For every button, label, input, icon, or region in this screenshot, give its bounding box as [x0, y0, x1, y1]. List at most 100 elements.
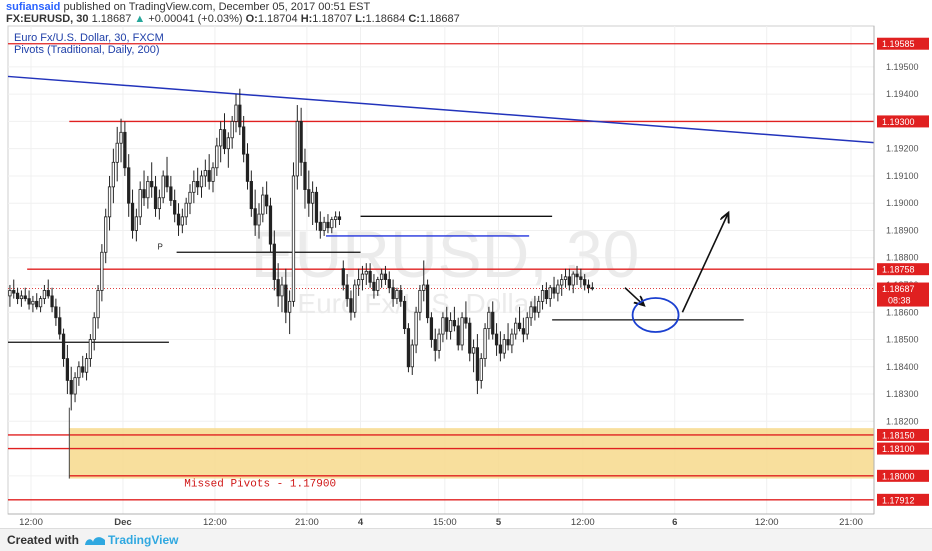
candle-body — [502, 339, 506, 354]
candle-body — [337, 216, 342, 220]
candle-body — [119, 131, 123, 144]
candle-body — [134, 216, 138, 231]
candle-body — [456, 325, 460, 346]
candle-body — [479, 358, 483, 381]
candle-body — [157, 197, 161, 210]
candle-body — [58, 317, 62, 335]
price-tick-label: 1.19400 — [886, 89, 919, 99]
candle-body — [326, 221, 330, 229]
candle-body — [437, 333, 441, 351]
time-tick-label: Dec — [114, 517, 131, 528]
candle-body — [184, 202, 188, 218]
candle-body — [104, 216, 108, 253]
candle-body — [115, 142, 119, 163]
candle-body — [146, 180, 150, 199]
open-label: O: — [245, 13, 258, 25]
candle-body — [46, 290, 50, 297]
tradingview-brand[interactable]: TradingView — [108, 533, 179, 547]
candle-body — [242, 126, 246, 155]
candle-body — [491, 311, 495, 335]
price-tick-label: 1.19200 — [886, 144, 919, 154]
candle-body — [314, 191, 319, 223]
candle-body — [8, 290, 12, 297]
candle-body — [406, 328, 411, 368]
up-arrow-icon: ▲ — [134, 13, 146, 25]
candle-body — [307, 189, 311, 204]
level-tag-label: 1.18100 — [882, 444, 915, 454]
candle-body — [544, 290, 549, 300]
candle-body — [425, 284, 430, 319]
candle-body — [560, 279, 564, 286]
candle-body — [540, 290, 545, 302]
candle-body — [215, 145, 219, 169]
candle-body — [15, 292, 20, 300]
level-tag-label: 1.18150 — [882, 430, 915, 440]
time-tick-label: 6 — [672, 517, 677, 528]
missed-pivots-label: Missed Pivots - 1.17900 — [184, 479, 336, 491]
candle-body — [61, 333, 66, 360]
level-tag-label: 1.18758 — [882, 265, 915, 275]
candle-body — [96, 290, 100, 319]
candle-body — [368, 270, 372, 283]
candle-body — [192, 180, 196, 193]
level-price-tag — [877, 115, 929, 128]
candle-body — [387, 279, 391, 289]
chart-grid — [7, 25, 875, 515]
candle-body — [464, 317, 468, 324]
candle-body — [514, 322, 518, 335]
level-price-tag — [877, 263, 929, 276]
candle-body — [265, 194, 269, 207]
time-axis[interactable]: 12:00 Dec 12:00 21:00 4 15:00 5 12:00 6 12:00 21:0… — [8, 513, 874, 528]
level-price-tag — [877, 493, 929, 506]
candle-body — [510, 333, 514, 346]
candle-body — [31, 300, 35, 305]
candle-body — [372, 281, 376, 291]
author-link[interactable]: sufiansaid — [6, 1, 61, 13]
candle-body — [563, 276, 568, 280]
candle-body — [253, 208, 257, 226]
time-tick-label: 21:00 — [295, 517, 319, 528]
candle-body — [249, 180, 253, 210]
candle-body — [127, 167, 131, 204]
legend-series: Euro Fx/U.S. Dollar, 30, FXCM — [14, 32, 164, 44]
candle-body — [272, 243, 276, 280]
time-tick-label: 5 — [496, 517, 502, 528]
candle-body — [211, 167, 215, 182]
low-label: L: — [355, 13, 366, 25]
candle-body — [475, 347, 480, 381]
candle-body — [180, 216, 184, 226]
candle-body — [107, 186, 112, 218]
candle-body — [88, 339, 93, 360]
candle-body — [575, 273, 579, 278]
candle-body — [410, 344, 414, 368]
trend-line[interactable] — [7, 75, 875, 144]
candle-body — [238, 104, 242, 128]
publish-line: sufiansaid published on TradingView.com,… — [6, 1, 370, 13]
candle-body — [19, 295, 24, 300]
candle-body — [35, 300, 39, 308]
candle-body — [395, 290, 399, 300]
candle-body — [349, 298, 353, 313]
candle-body — [54, 306, 58, 319]
price-tick-label: 1.19000 — [886, 198, 919, 208]
candle-body — [123, 131, 127, 169]
candle-body — [441, 317, 445, 335]
countdown-label: 08:38 — [888, 296, 911, 306]
time-tick-label: 12:00 — [19, 517, 43, 528]
candle-body — [521, 328, 526, 335]
time-tick-label: 12:00 — [203, 517, 227, 528]
price-axis[interactable]: 1.19500 1.19400 1.19300 1.19200 1.19100 1.190… — [873, 26, 929, 514]
candle-body — [284, 284, 288, 313]
candle-body — [199, 175, 204, 188]
candle-body — [222, 129, 227, 150]
candle-body — [498, 344, 503, 354]
candle-body — [567, 276, 571, 286]
candle-body — [100, 251, 104, 291]
price-tick-label: 1.19100 — [886, 171, 919, 181]
candle-body — [169, 186, 173, 201]
level-tag-label: 1.19300 — [882, 117, 915, 127]
candle-body — [571, 273, 575, 286]
candle-body — [69, 380, 73, 395]
candle-body — [142, 189, 146, 199]
